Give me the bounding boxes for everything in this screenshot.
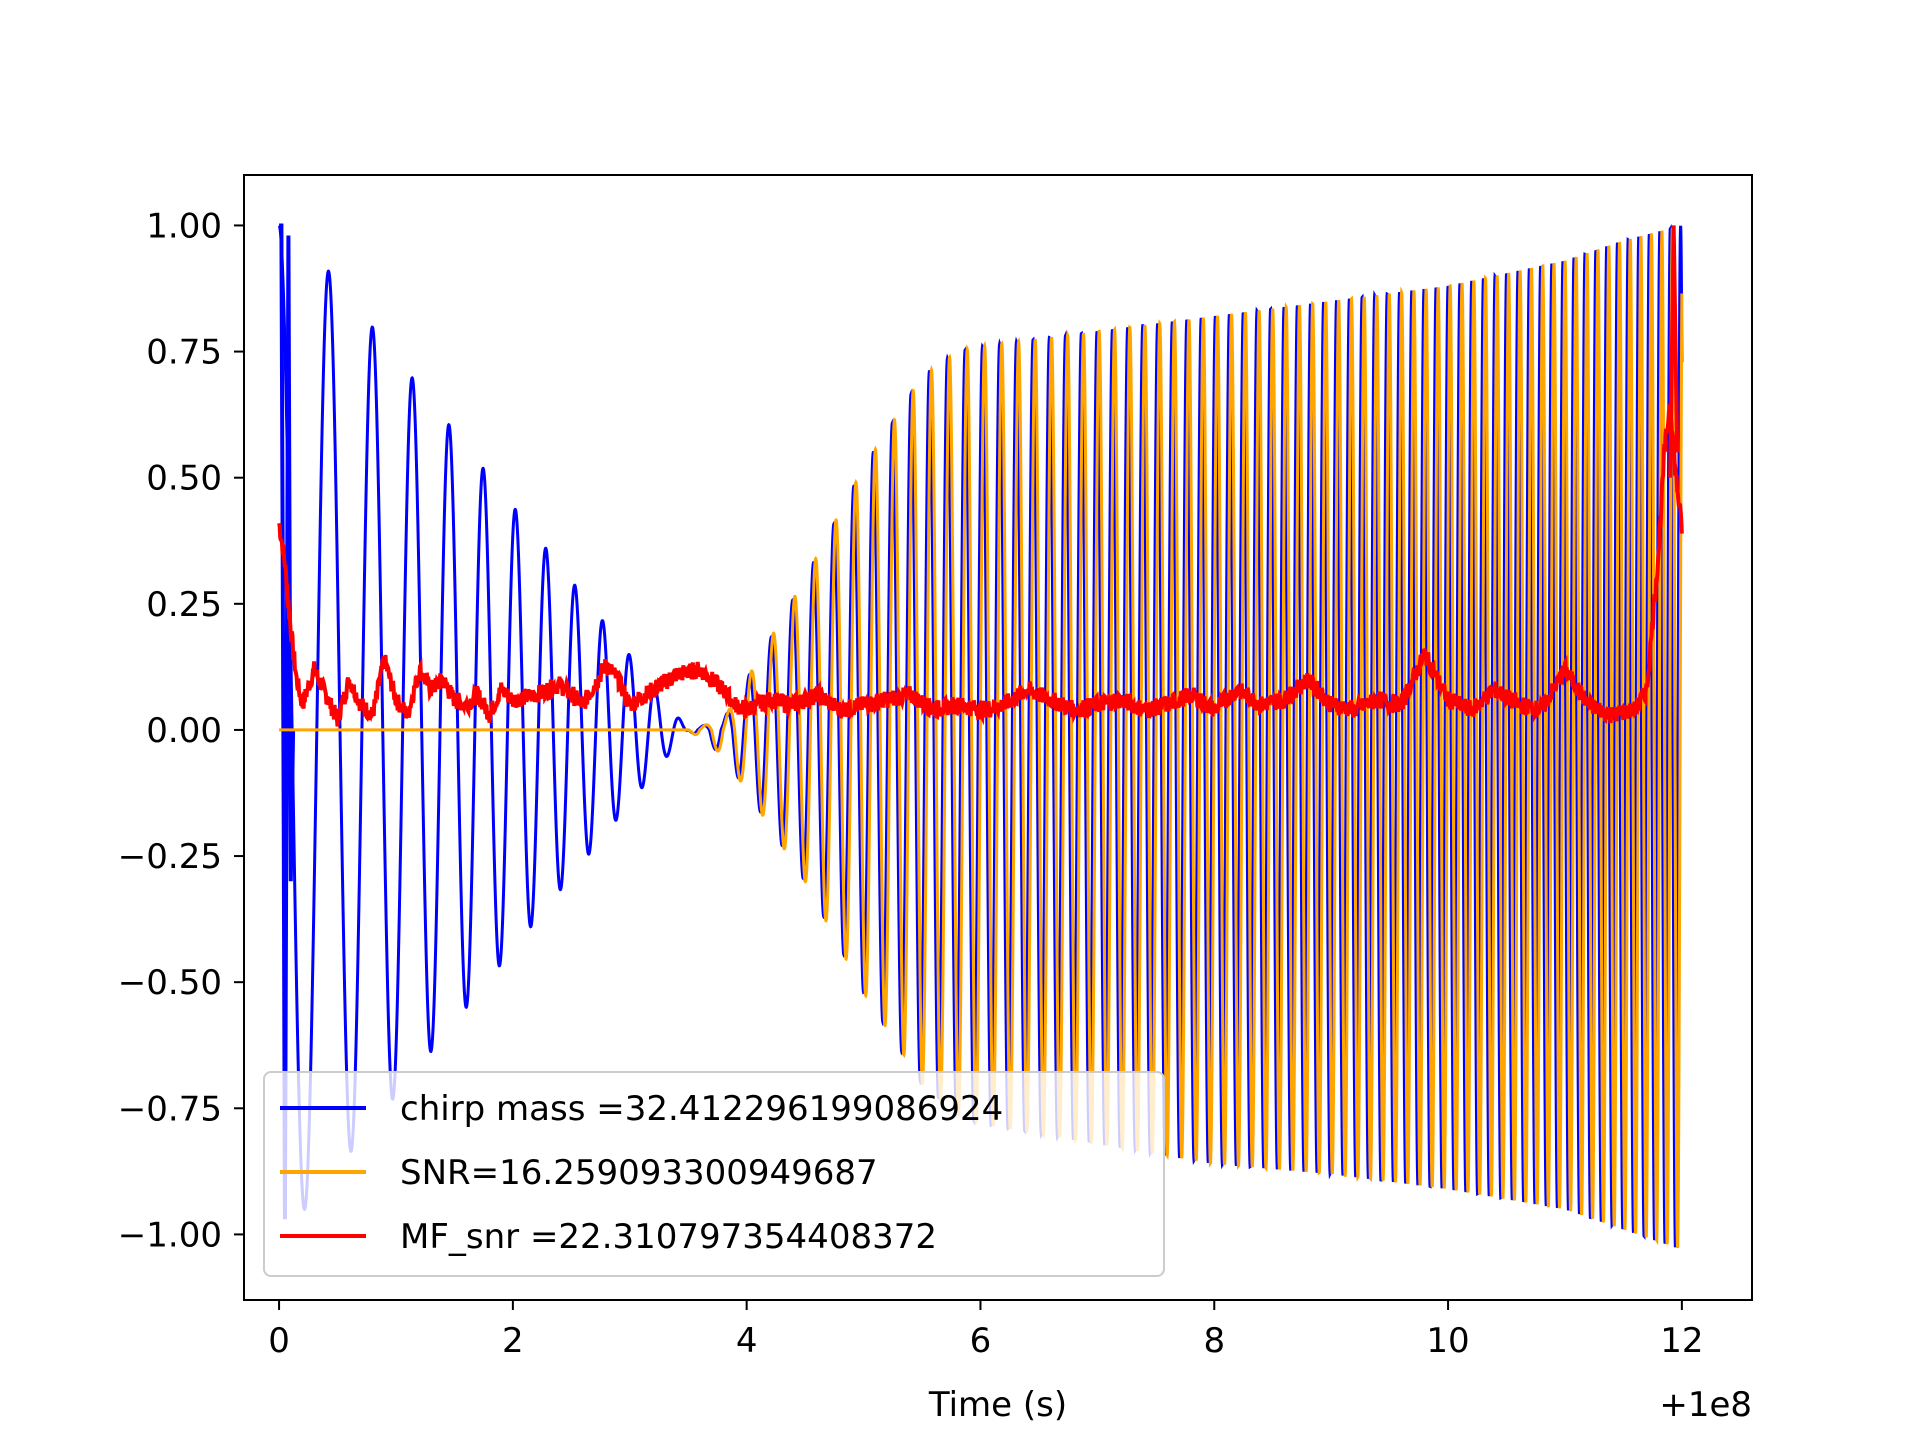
y-tick-label: −1.00 — [118, 1215, 222, 1255]
y-tick-label: 0.75 — [146, 333, 222, 373]
x-tick-label: 12 — [1660, 1321, 1703, 1361]
plot-frame — [243, 174, 1753, 1301]
legend-label-chirp-mass: chirp mass =32.412296199086924 — [400, 1089, 1003, 1129]
x-tick-label: 6 — [970, 1321, 992, 1361]
y-tick-label: 0.00 — [146, 711, 222, 751]
series-line-mf-snr — [277, 403, 1684, 727]
y-axis: 1.00 0.75 0.50 0.25 0.00 −0.25 −0.50 −0.75 −1.00 — [118, 206, 244, 1255]
x-axis-offset-label: +1e8 — [1659, 1385, 1752, 1425]
y-tick-label: −0.75 — [118, 1089, 222, 1129]
x-tick-label: 2 — [502, 1321, 524, 1361]
legend-label-mf-snr: MF_snr =22.310797354408372 — [400, 1217, 937, 1257]
series-peak-mf-snr — [1668, 225, 1680, 478]
legend: chirp mass =32.412296199086924 SNR=16.25… — [263, 1071, 1165, 1277]
y-tick-label: 0.25 — [146, 585, 222, 625]
y-tick-label: 0.50 — [146, 459, 222, 499]
legend-label-snr: SNR=16.259093300949687 — [400, 1153, 878, 1193]
x-axis-label: Time (s) — [928, 1385, 1067, 1425]
x-tick-label: 4 — [736, 1321, 758, 1361]
y-tick-label: −0.25 — [118, 837, 222, 877]
y-tick-label: −0.50 — [118, 963, 222, 1003]
legend-box — [263, 1071, 1165, 1277]
x-tick-label: 0 — [268, 1321, 290, 1361]
x-tick-label: 10 — [1426, 1321, 1469, 1361]
x-tick-label: 8 — [1203, 1321, 1225, 1361]
series-line-chirp-mass — [277, 224, 1684, 1248]
y-tick-label: 1.00 — [146, 206, 222, 246]
x-axis: 0 2 4 6 8 10 12 — [268, 1300, 1703, 1361]
